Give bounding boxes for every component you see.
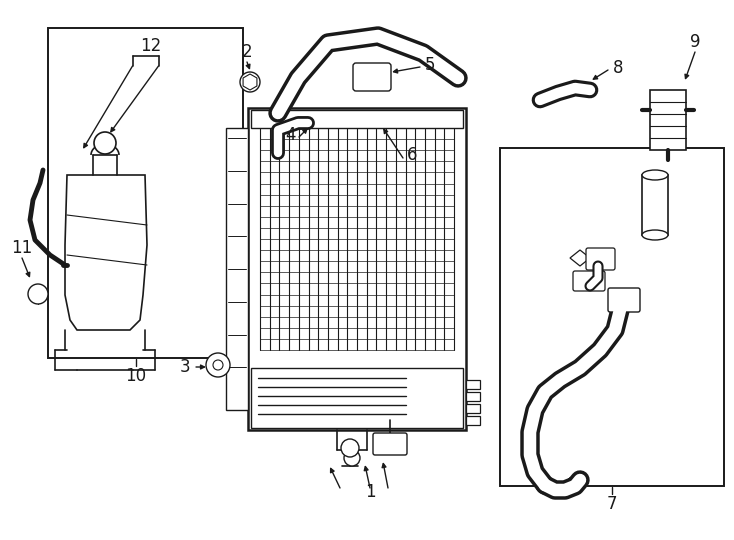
FancyBboxPatch shape <box>573 271 605 291</box>
Bar <box>642 175 668 235</box>
Bar <box>251 368 463 428</box>
Circle shape <box>213 360 223 370</box>
Bar <box>650 90 686 150</box>
Text: 5: 5 <box>425 56 435 74</box>
Text: 4: 4 <box>285 126 295 144</box>
Text: 8: 8 <box>613 59 623 77</box>
FancyBboxPatch shape <box>353 63 391 91</box>
Text: 11: 11 <box>11 239 32 257</box>
Text: 6: 6 <box>407 146 417 164</box>
Text: 2: 2 <box>241 43 252 61</box>
Polygon shape <box>65 175 147 330</box>
Text: 1: 1 <box>365 483 375 501</box>
Bar <box>500 148 724 486</box>
Text: 9: 9 <box>690 33 700 51</box>
Polygon shape <box>243 74 257 90</box>
Text: 7: 7 <box>607 495 617 513</box>
Text: 3: 3 <box>180 358 190 376</box>
FancyBboxPatch shape <box>608 288 640 312</box>
Text: 12: 12 <box>140 37 161 55</box>
Circle shape <box>28 284 48 304</box>
Bar <box>251 110 463 128</box>
Text: 10: 10 <box>125 367 146 385</box>
FancyBboxPatch shape <box>586 248 615 270</box>
Bar <box>248 108 466 430</box>
Bar <box>466 416 480 425</box>
Ellipse shape <box>642 170 668 180</box>
Bar <box>226 128 248 410</box>
Circle shape <box>206 353 230 377</box>
Bar <box>466 380 480 389</box>
Circle shape <box>94 132 116 154</box>
Polygon shape <box>570 250 590 266</box>
FancyBboxPatch shape <box>373 433 407 455</box>
Ellipse shape <box>642 230 668 240</box>
Bar <box>48 28 243 358</box>
Circle shape <box>344 450 360 466</box>
Circle shape <box>341 439 359 457</box>
Bar <box>466 404 480 413</box>
Circle shape <box>240 72 260 92</box>
Bar <box>466 392 480 401</box>
